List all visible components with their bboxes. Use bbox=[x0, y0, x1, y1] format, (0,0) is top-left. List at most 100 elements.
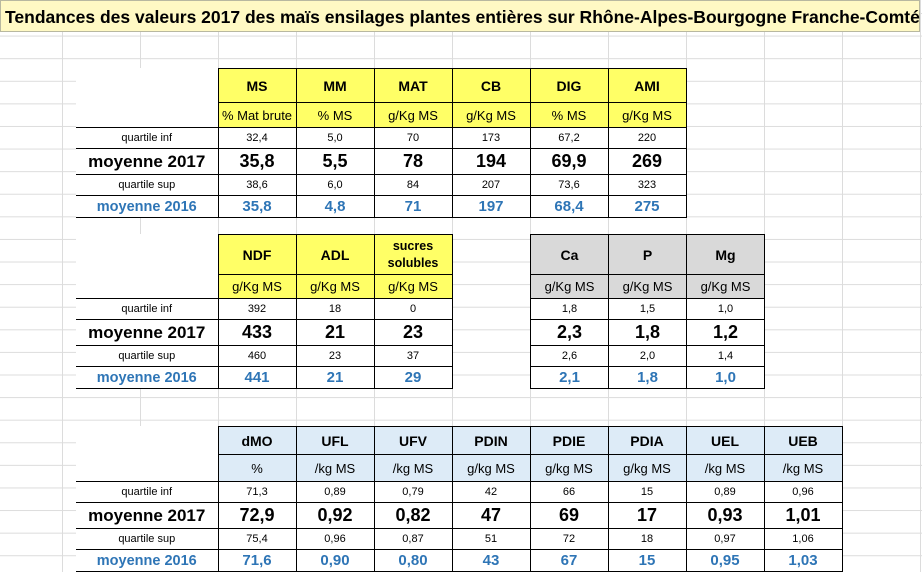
col-header: UEL bbox=[685, 426, 765, 455]
col-header: Ca bbox=[530, 234, 609, 275]
row-label: quartile sup bbox=[76, 345, 219, 367]
col-header: CB bbox=[451, 68, 531, 103]
value-cell: 0,92 bbox=[295, 502, 375, 529]
header-row: dMO UFL UFV PDIN PDIE PDIA UEL UEB bbox=[76, 426, 843, 455]
row-moyenne-2016: 2,1 1,8 1,0 bbox=[530, 366, 765, 389]
table-minerals: Ca P Mg g/Kg MS g/Kg MS g/Kg MS 1,8 1,5 … bbox=[530, 234, 765, 389]
value-cell: 66 bbox=[529, 481, 609, 503]
value-cell: 78 bbox=[373, 148, 453, 175]
unit-cell: g/Kg MS bbox=[295, 274, 375, 299]
value-cell: 29 bbox=[373, 366, 453, 389]
value-cell: 18 bbox=[607, 528, 687, 550]
unit-cell: g/Kg MS bbox=[451, 102, 531, 128]
value-cell: 5,5 bbox=[295, 148, 375, 175]
header-row: MS MM MAT CB DIG AMI bbox=[76, 68, 687, 103]
unit-cell: % MS bbox=[529, 102, 609, 128]
unit-row: % /kg MS /kg MS g/kg MS g/kg MS g/kg MS … bbox=[76, 454, 843, 482]
value-cell: 1,8 bbox=[530, 298, 609, 320]
unit-cell: g/Kg MS bbox=[217, 274, 297, 299]
value-cell: 67,2 bbox=[529, 127, 609, 149]
col-header: MM bbox=[295, 68, 375, 103]
header-row: Ca P Mg bbox=[530, 234, 765, 275]
unit-cell: /kg MS bbox=[763, 454, 843, 482]
row-moyenne-2016: moyenne 2016 35,8 4,8 71 197 68,4 275 bbox=[76, 195, 687, 218]
value-cell: 5,0 bbox=[295, 127, 375, 149]
unit-cell: /kg MS bbox=[373, 454, 453, 482]
value-cell: 194 bbox=[451, 148, 531, 175]
value-cell: 207 bbox=[451, 174, 531, 196]
header-row: NDF ADL sucres solubles bbox=[76, 234, 453, 275]
value-cell: 220 bbox=[607, 127, 687, 149]
unit-cell: g/Kg MS bbox=[607, 102, 687, 128]
value-cell: 18 bbox=[295, 298, 375, 320]
unit-cell: g/Kg MS bbox=[608, 274, 687, 299]
value-cell: 35,8 bbox=[217, 148, 297, 175]
row-quartile-inf: quartile inf 392 18 0 bbox=[76, 298, 453, 320]
value-cell: 37 bbox=[373, 345, 453, 367]
unit-cell: /kg MS bbox=[685, 454, 765, 482]
unit-cell: g/Kg MS bbox=[686, 274, 765, 299]
row-moyenne-2016: moyenne 2016 441 21 29 bbox=[76, 366, 453, 389]
col-header: PDIN bbox=[451, 426, 531, 455]
value-cell: 441 bbox=[217, 366, 297, 389]
value-cell: 275 bbox=[607, 195, 687, 218]
value-cell: 392 bbox=[217, 298, 297, 320]
value-cell: 23 bbox=[373, 319, 453, 346]
unit-row: % Mat brute % MS g/Kg MS g/Kg MS % MS g/… bbox=[76, 102, 687, 128]
value-cell: 17 bbox=[607, 502, 687, 529]
row-quartile-inf: quartile inf 32,4 5,0 70 173 67,2 220 bbox=[76, 127, 687, 149]
value-cell: 35,8 bbox=[217, 195, 297, 218]
value-cell: 269 bbox=[607, 148, 687, 175]
value-cell: 0,97 bbox=[685, 528, 765, 550]
row-moyenne-2017: moyenne 2017 72,9 0,92 0,82 47 69 17 0,9… bbox=[76, 502, 843, 529]
value-cell: 6,0 bbox=[295, 174, 375, 196]
unit-row: g/Kg MS g/Kg MS g/Kg MS bbox=[76, 274, 453, 299]
value-cell: 15 bbox=[607, 549, 687, 572]
value-cell: 32,4 bbox=[217, 127, 297, 149]
row-label: quartile sup bbox=[76, 174, 219, 196]
value-cell: 1,2 bbox=[686, 319, 765, 346]
row-quartile-inf: 1,8 1,5 1,0 bbox=[530, 298, 765, 320]
col-header: sucres solubles bbox=[373, 234, 453, 275]
value-cell: 73,6 bbox=[529, 174, 609, 196]
unit-cell: % MS bbox=[295, 102, 375, 128]
row-label: quartile inf bbox=[76, 481, 219, 503]
col-header: UEB bbox=[763, 426, 843, 455]
value-cell: 0,90 bbox=[295, 549, 375, 572]
value-cell: 69,9 bbox=[529, 148, 609, 175]
row-moyenne-2016: moyenne 2016 71,6 0,90 0,80 43 67 15 0,9… bbox=[76, 549, 843, 572]
row-quartile-sup: quartile sup 460 23 37 bbox=[76, 345, 453, 367]
row-label: moyenne 2017 bbox=[76, 502, 219, 529]
value-cell: 0,80 bbox=[373, 549, 453, 572]
col-header: UFL bbox=[295, 426, 375, 455]
unit-cell: g/Kg MS bbox=[373, 274, 453, 299]
col-header: MS bbox=[217, 68, 297, 103]
unit-cell: g/kg MS bbox=[529, 454, 609, 482]
unit-cell: g/kg MS bbox=[607, 454, 687, 482]
value-cell: 84 bbox=[373, 174, 453, 196]
value-cell: 70 bbox=[373, 127, 453, 149]
value-cell: 69 bbox=[529, 502, 609, 529]
col-header: MAT bbox=[373, 68, 453, 103]
value-cell: 75,4 bbox=[217, 528, 297, 550]
value-cell: 1,8 bbox=[608, 319, 687, 346]
value-cell: 21 bbox=[295, 366, 375, 389]
value-cell: 0 bbox=[373, 298, 453, 320]
col-header: P bbox=[608, 234, 687, 275]
value-cell: 2,1 bbox=[530, 366, 609, 389]
value-cell: 323 bbox=[607, 174, 687, 196]
value-cell: 1,06 bbox=[763, 528, 843, 550]
col-header: Mg bbox=[686, 234, 765, 275]
row-label: moyenne 2016 bbox=[76, 195, 219, 218]
value-cell: 72,9 bbox=[217, 502, 297, 529]
row-label: moyenne 2017 bbox=[76, 148, 219, 175]
row-label: moyenne 2017 bbox=[76, 319, 219, 346]
unit-cell: g/Kg MS bbox=[373, 102, 453, 128]
value-cell: 43 bbox=[451, 549, 531, 572]
row-quartile-sup: quartile sup 38,6 6,0 84 207 73,6 323 bbox=[76, 174, 687, 196]
col-header: ADL bbox=[295, 234, 375, 275]
value-cell: 71 bbox=[373, 195, 453, 218]
value-cell: 0,87 bbox=[373, 528, 453, 550]
value-cell: 2,6 bbox=[530, 345, 609, 367]
row-quartile-sup: 2,6 2,0 1,4 bbox=[530, 345, 765, 367]
